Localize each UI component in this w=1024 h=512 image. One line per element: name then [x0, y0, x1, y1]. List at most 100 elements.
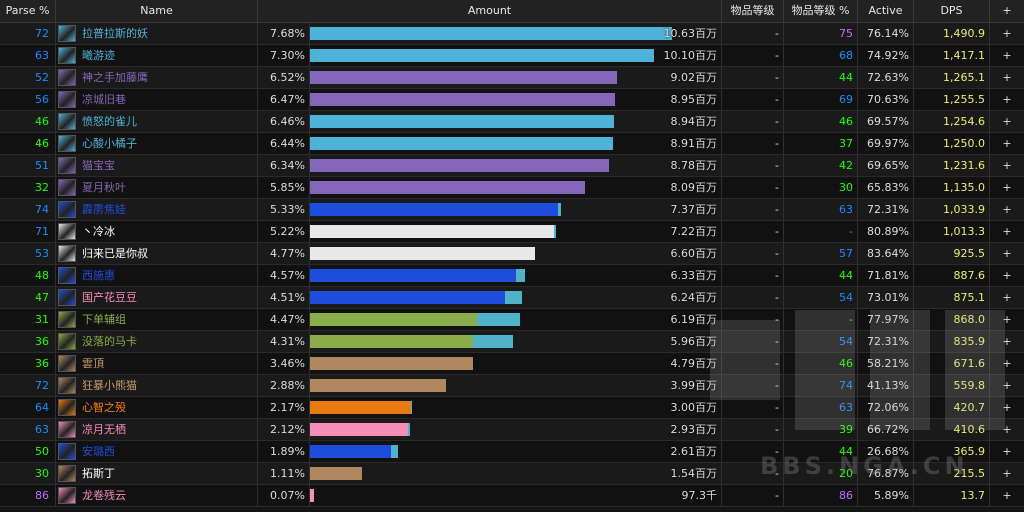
player-name-label[interactable]: 西施惠 [82, 269, 115, 282]
table-row[interactable]: 36 雲頂 3.46% 4.79百万 -46 58.21% 671.6 + [0, 353, 1024, 375]
table-row[interactable]: 53 归来已是你叔 4.77% 6.60百万 -57 83.64% 925.5 + [0, 243, 1024, 265]
expand-row-button[interactable]: + [1002, 269, 1012, 282]
player-name-label[interactable]: 拓斯丁 [82, 467, 115, 480]
player-name-label[interactable]: 凉月无栖 [82, 423, 126, 436]
expand-row-button[interactable]: + [1002, 291, 1012, 304]
amount-bar [310, 49, 654, 62]
player-name[interactable]: 龙卷残云 [56, 485, 258, 506]
table-row[interactable]: 56 凉城旧巷 6.47% 8.95百万 -69 70.63% 1,255.5 + [0, 89, 1024, 111]
player-name[interactable]: 曦游迹 [56, 45, 258, 66]
table-row[interactable]: 47 国产花豆豆 4.51% 6.24百万 -54 73.01% 875.1 + [0, 287, 1024, 309]
player-name[interactable]: 拓斯丁 [56, 463, 258, 484]
expand-row-button[interactable]: + [1002, 401, 1012, 414]
player-name[interactable]: 拉普拉斯的妖 [56, 23, 258, 44]
header-ilvl-pct[interactable]: 物品等级 % [784, 0, 858, 22]
player-name[interactable]: 安璐西 [56, 441, 258, 462]
player-name[interactable]: 凉城旧巷 [56, 89, 258, 110]
header-amount[interactable]: Amount [258, 0, 722, 22]
table-row[interactable]: 72 狂暴小熊猫 2.88% 3.99百万 -74 41.13% 559.8 + [0, 375, 1024, 397]
table-row[interactable]: 72 拉普拉斯的妖 7.68% 10.63百万 -75 76.14% 1,490.9 + [0, 23, 1024, 45]
player-name-label[interactable]: 夏月秋叶 [82, 181, 126, 194]
player-name-label[interactable]: 心智之殁 [82, 401, 126, 414]
header-plus[interactable]: + [1002, 4, 1012, 17]
player-name-label[interactable]: 没落的马卡 [82, 335, 137, 348]
expand-row-button[interactable]: + [1002, 181, 1012, 194]
table-row[interactable]: 63 凉月无栖 2.12% 2.93百万 -39 66.72% 410.6 + [0, 419, 1024, 441]
table-row[interactable]: 71 丶冷冰 5.22% 7.22百万 - -80.89% 1,013.3 + [0, 221, 1024, 243]
player-name-label[interactable]: 猫宝宝 [82, 159, 115, 172]
player-name-label[interactable]: 心酸小橘子 [82, 137, 137, 150]
expand-row-button[interactable]: + [1002, 27, 1012, 40]
expand-row-button[interactable]: + [1002, 49, 1012, 62]
expand-row-button[interactable]: + [1002, 423, 1012, 436]
table-row[interactable]: 36 没落的马卡 4.31% 5.96百万 -54 72.31% 835.9 + [0, 331, 1024, 353]
player-name[interactable]: 霹雳焦娃 [56, 199, 258, 220]
expand-row-button[interactable]: + [1002, 467, 1012, 480]
item-level-percent: 44 [784, 67, 858, 88]
active-percent: 58.21% [858, 353, 914, 374]
header-name[interactable]: Name [56, 0, 258, 22]
player-name[interactable]: 归来已是你叔 [56, 243, 258, 264]
player-name-label[interactable]: 拉普拉斯的妖 [82, 27, 148, 40]
header-parse[interactable]: Parse % [0, 0, 56, 22]
table-row[interactable]: 64 心智之殁 2.17% 3.00百万 -63 72.06% 420.7 + [0, 397, 1024, 419]
player-name-label[interactable]: 丶冷冰 [82, 225, 115, 238]
player-name-label[interactable]: 下单辅组 [82, 313, 126, 326]
player-name-label[interactable]: 龙卷残云 [82, 489, 126, 502]
expand-row-button[interactable]: + [1002, 313, 1012, 326]
table-row[interactable]: 30 拓斯丁 1.11% 1.54百万 -20 76.87% 215.5 + [0, 463, 1024, 485]
expand-row-button[interactable]: + [1002, 71, 1012, 84]
player-name-label[interactable]: 国产花豆豆 [82, 291, 137, 304]
dps-value: 410.6 [914, 419, 990, 440]
player-name[interactable]: 心酸小橘子 [56, 133, 258, 154]
expand-row-button[interactable]: + [1002, 225, 1012, 238]
player-name[interactable]: 心智之殁 [56, 397, 258, 418]
expand-row-button[interactable]: + [1002, 93, 1012, 106]
player-name[interactable]: 丶冷冰 [56, 221, 258, 242]
table-row[interactable]: 74 霹雳焦娃 5.33% 7.37百万 -63 72.31% 1,033.9 + [0, 199, 1024, 221]
player-name[interactable]: 西施惠 [56, 265, 258, 286]
player-name[interactable]: 国产花豆豆 [56, 287, 258, 308]
expand-row-button[interactable]: + [1002, 379, 1012, 392]
player-name-label[interactable]: 霹雳焦娃 [82, 203, 126, 216]
table-row[interactable]: 32 夏月秋叶 5.85% 8.09百万 -30 65.83% 1,135.0 + [0, 177, 1024, 199]
expand-row-button[interactable]: + [1002, 335, 1012, 348]
expand-row-button[interactable]: + [1002, 115, 1012, 128]
player-name-label[interactable]: 愤怒的雀儿 [82, 115, 137, 128]
table-row[interactable]: 46 心酸小橘子 6.44% 8.91百万 -37 69.97% 1,250.0 + [0, 133, 1024, 155]
player-name-label[interactable]: 神之手加藤鹰 [82, 71, 148, 84]
table-row[interactable]: 48 西施惠 4.57% 6.33百万 -44 71.81% 887.6 + [0, 265, 1024, 287]
table-row[interactable]: 46 愤怒的雀儿 6.46% 8.94百万 -46 69.57% 1,254.6 + [0, 111, 1024, 133]
player-name[interactable]: 凉月无栖 [56, 419, 258, 440]
expand-row-button[interactable]: + [1002, 137, 1012, 150]
expand-row-button[interactable]: + [1002, 357, 1012, 370]
player-name[interactable]: 夏月秋叶 [56, 177, 258, 198]
expand-row-button[interactable]: + [1002, 247, 1012, 260]
table-row[interactable]: 86 龙卷残云 0.07% 97.3千 -86 5.89% 13.7 + [0, 485, 1024, 507]
player-name[interactable]: 下单辅组 [56, 309, 258, 330]
expand-row-button[interactable]: + [1002, 445, 1012, 458]
expand-row-button[interactable]: + [1002, 159, 1012, 172]
table-row[interactable]: 52 神之手加藤鹰 6.52% 9.02百万 -44 72.63% 1,265.1 + [0, 67, 1024, 89]
header-dps[interactable]: DPS [914, 0, 990, 22]
header-active[interactable]: Active [858, 0, 914, 22]
player-name-label[interactable]: 归来已是你叔 [82, 247, 148, 260]
player-name[interactable]: 猫宝宝 [56, 155, 258, 176]
player-name-label[interactable]: 凉城旧巷 [82, 93, 126, 106]
table-row[interactable]: 51 猫宝宝 6.34% 8.78百万 -42 69.65% 1,231.6 + [0, 155, 1024, 177]
table-row[interactable]: 31 下单辅组 4.47% 6.19百万 - -77.97% 868.0 + [0, 309, 1024, 331]
player-name[interactable]: 狂暴小熊猫 [56, 375, 258, 396]
player-name[interactable]: 没落的马卡 [56, 331, 258, 352]
expand-row-button[interactable]: + [1002, 489, 1012, 502]
player-name-label[interactable]: 雲頂 [82, 357, 104, 370]
player-name-label[interactable]: 曦游迹 [82, 49, 115, 62]
table-row[interactable]: 50 安璐西 1.89% 2.61百万 -44 26.68% 365.9 + [0, 441, 1024, 463]
expand-row-button[interactable]: + [1002, 203, 1012, 216]
table-row[interactable]: 63 曦游迹 7.30% 10.10百万 -68 74.92% 1,417.1 + [0, 45, 1024, 67]
player-name[interactable]: 雲頂 [56, 353, 258, 374]
player-name-label[interactable]: 狂暴小熊猫 [82, 379, 137, 392]
player-name-label[interactable]: 安璐西 [82, 445, 115, 458]
player-name[interactable]: 神之手加藤鹰 [56, 67, 258, 88]
player-name[interactable]: 愤怒的雀儿 [56, 111, 258, 132]
header-ilvl[interactable]: 物品等级 [722, 0, 784, 22]
